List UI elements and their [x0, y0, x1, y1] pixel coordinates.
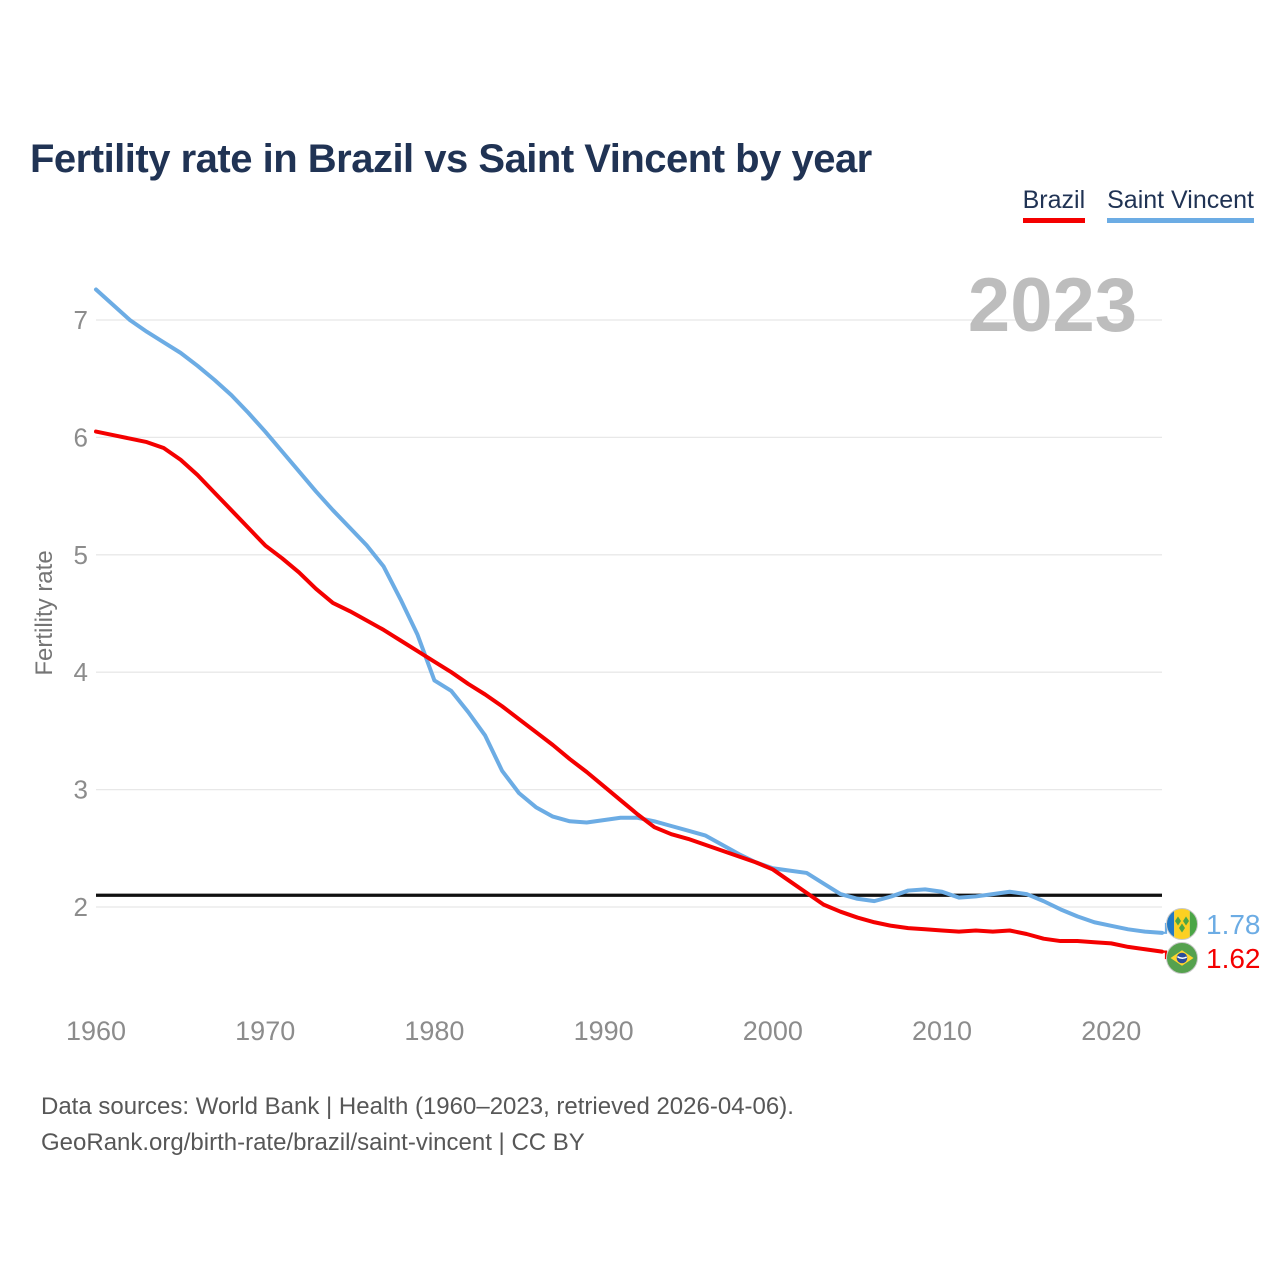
x-tick-label: 1970 [235, 1016, 295, 1046]
footer-sources-line: Data sources: World Bank | Health (1960–… [41, 1093, 794, 1120]
legend-item-brazil[interactable]: Brazil [1022, 186, 1086, 223]
saint-vincent-flag-icon [1166, 908, 1198, 940]
year-watermark: 2023 [967, 263, 1137, 348]
legend-item-saint-vincent[interactable]: Saint Vincent [1107, 186, 1254, 223]
x-tick-label: 2010 [912, 1016, 972, 1046]
series-line-brazil[interactable] [94, 429, 1164, 954]
x-tick-label: 1990 [574, 1016, 634, 1046]
footer-url-line: GeoRank.org/birth-rate/brazil/saint-vinc… [41, 1129, 585, 1156]
y-tick-label: 3 [74, 775, 88, 805]
x-tick-label: 1980 [404, 1016, 464, 1046]
series-line-saint-vincent[interactable] [94, 287, 1164, 935]
end-value-label-saint-vincent: 1.78 [1206, 909, 1261, 940]
legend: Brazil Saint Vincent [1022, 186, 1254, 223]
brazil-flag-icon [1166, 942, 1198, 974]
x-tick-label: 2000 [743, 1016, 803, 1046]
axis-label-layer: 2 3 4 5 6 7 1960 1970 1980 1990 2000 2010 2020 1.621.… [66, 305, 1261, 1046]
x-tick-label: 1960 [66, 1016, 126, 1046]
y-tick-label: 6 [74, 422, 88, 452]
series-layer [94, 287, 1170, 960]
y-tick-label: 4 [74, 657, 88, 687]
end-value-label-brazil: 1.62 [1206, 943, 1261, 974]
x-tick-label: 2020 [1081, 1016, 1141, 1046]
y-tick-label: 7 [74, 305, 88, 335]
y-tick-label: 2 [74, 892, 88, 922]
chart-title: Fertility rate in Brazil vs Saint Vincen… [30, 136, 872, 181]
y-tick-label: 5 [74, 540, 88, 570]
footer: Data sources: World Bank | Health (1960–… [41, 1089, 794, 1161]
